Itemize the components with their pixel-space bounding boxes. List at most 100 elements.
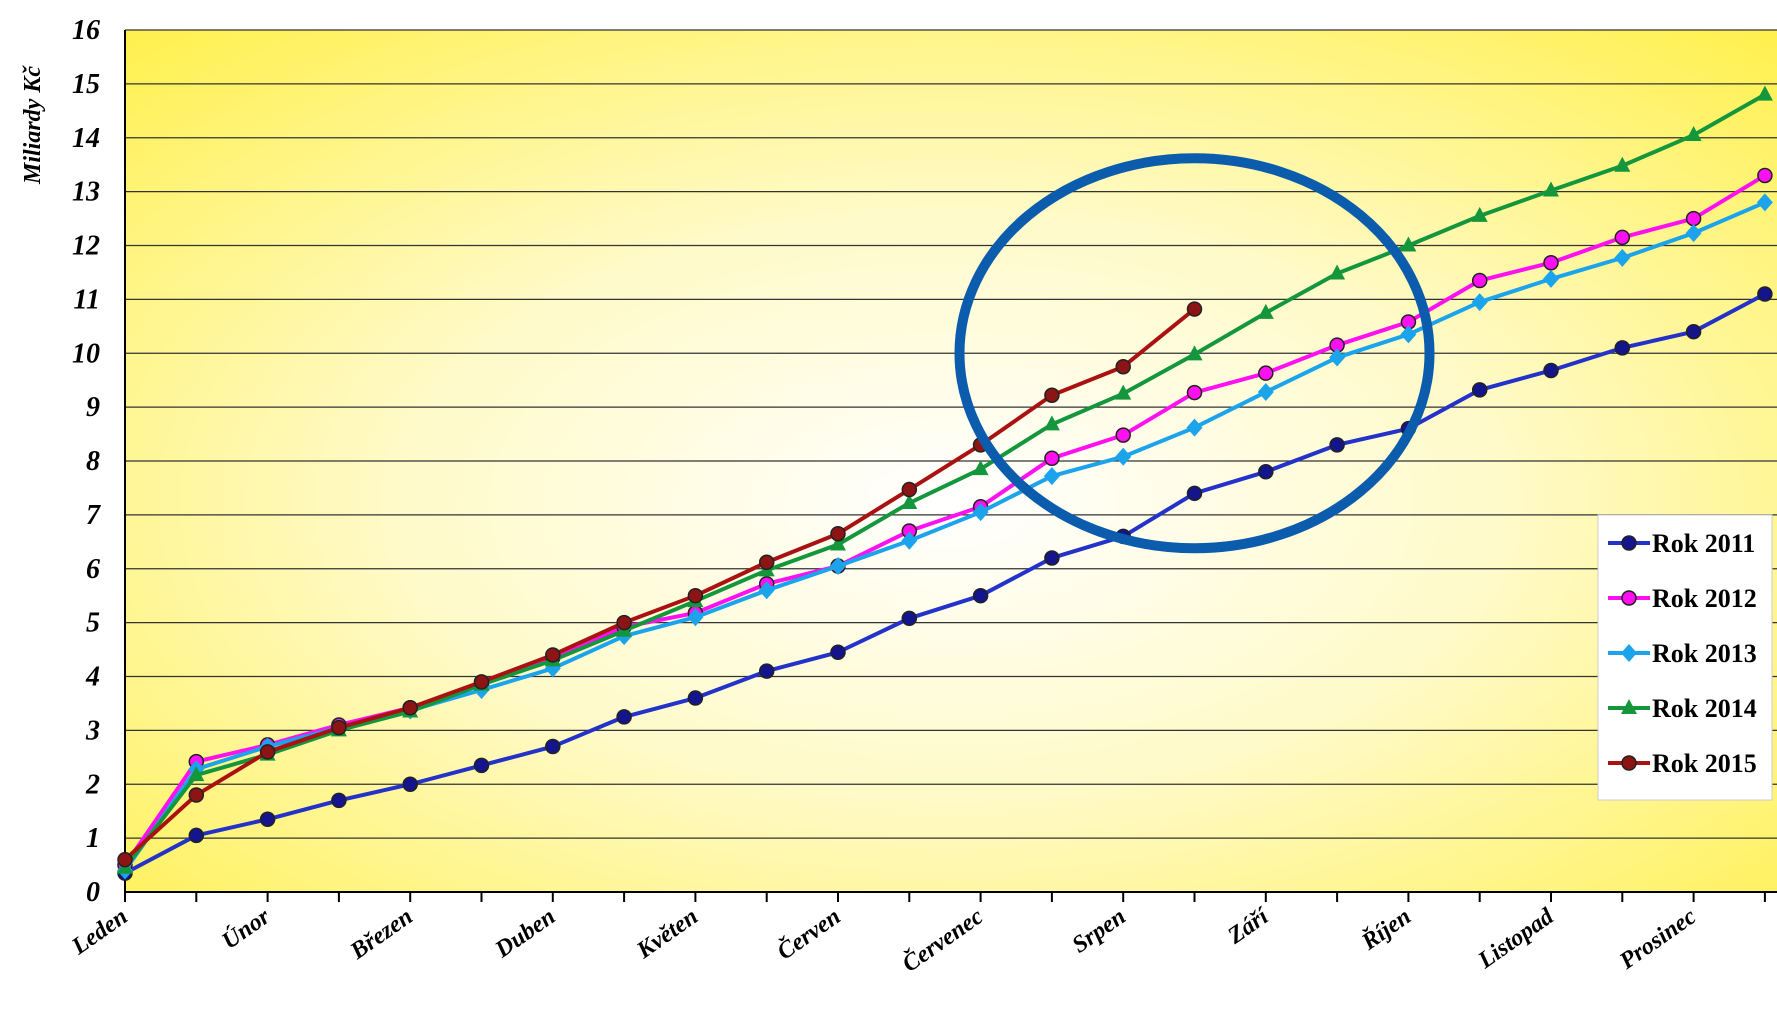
y-tick-label-8: 8 bbox=[86, 446, 100, 477]
series-1-point-21 bbox=[1614, 229, 1631, 246]
series-0-point-7 bbox=[616, 709, 632, 725]
series-2-point-12 bbox=[972, 503, 989, 522]
series-2-point-14 bbox=[1115, 447, 1132, 466]
series-0-point-15 bbox=[1186, 485, 1203, 502]
series-3-point-1 bbox=[188, 766, 205, 782]
series-0-point-3 bbox=[331, 792, 347, 809]
series-3-point-14 bbox=[1115, 384, 1132, 400]
series-line-4 bbox=[123, 307, 1196, 862]
legend-label-1: Rok 2012 bbox=[1652, 584, 1757, 613]
y-tick-label-13: 13 bbox=[72, 177, 100, 208]
x-tick-label-8: Září bbox=[1223, 902, 1276, 950]
series-0 bbox=[117, 286, 1773, 881]
series-2-point-17 bbox=[1329, 348, 1346, 367]
x-tick-label-5: Červen bbox=[772, 903, 845, 966]
series-0-point-23 bbox=[1757, 286, 1773, 302]
series-4-point-3 bbox=[331, 719, 347, 736]
series-0-point-6 bbox=[545, 738, 561, 755]
series-0-point-2 bbox=[259, 811, 276, 828]
y-tick-label-4: 4 bbox=[85, 662, 100, 693]
series-3-point-11 bbox=[901, 494, 918, 510]
series-0-point-11 bbox=[901, 610, 918, 627]
series-2-point-10 bbox=[830, 557, 846, 576]
series-4-point-13 bbox=[1044, 387, 1060, 404]
series-3-point-12 bbox=[972, 460, 989, 476]
series-3-point-22 bbox=[1685, 126, 1702, 142]
y-tick-label-3: 3 bbox=[85, 715, 100, 746]
series-3-point-16 bbox=[1257, 303, 1274, 319]
series-1-point-22 bbox=[1685, 210, 1702, 227]
series-1-point-23 bbox=[1757, 167, 1773, 184]
y-tick-label-10: 10 bbox=[72, 338, 100, 369]
x-tick-label-11: Prosinec bbox=[1614, 903, 1701, 975]
x-tick-label-0: Leden bbox=[66, 904, 132, 961]
series-3-point-17 bbox=[1329, 264, 1346, 280]
series-0-point-9 bbox=[758, 663, 775, 679]
series-3-point-19 bbox=[1471, 206, 1488, 222]
series-0-point-1 bbox=[188, 827, 205, 844]
series-4-point-11 bbox=[901, 481, 918, 498]
series-4-point-2 bbox=[259, 744, 276, 760]
legend-label-2: Rok 2013 bbox=[1652, 639, 1757, 668]
x-tick-label-1: Únor bbox=[218, 903, 276, 955]
series-0-point-10 bbox=[830, 644, 846, 661]
series-4-point-5 bbox=[473, 674, 490, 690]
series-3-point-18 bbox=[1400, 236, 1417, 252]
y-tick-label-12: 12 bbox=[72, 231, 100, 262]
legend: Rok 2011 Rok 2012 Rok 2013 Rok 2014 Rok 2015 bbox=[1597, 514, 1773, 801]
legend-label-3: Rok 2014 bbox=[1652, 694, 1757, 723]
series-1-point-13 bbox=[1044, 450, 1060, 467]
x-tick-label-2: Březen bbox=[345, 904, 418, 966]
series-0-point-4 bbox=[402, 776, 418, 792]
x-tick-label-9: Říjen bbox=[1356, 903, 1416, 956]
series-line-0 bbox=[124, 292, 1766, 875]
series-3-point-23 bbox=[1756, 85, 1773, 101]
series-lines bbox=[117, 85, 1773, 881]
series-4-point-0 bbox=[117, 851, 133, 868]
y-tick-label-2: 2 bbox=[85, 769, 100, 800]
x-tick-label-4: Květen bbox=[631, 904, 702, 965]
y-tick-label-15: 15 bbox=[72, 69, 100, 100]
series-0-point-19 bbox=[1471, 382, 1488, 398]
highlight-ellipse bbox=[954, 153, 1435, 554]
gridlines bbox=[125, 29, 1777, 839]
series-1-point-16 bbox=[1258, 365, 1274, 381]
series-0-point-21 bbox=[1614, 340, 1631, 356]
series-2-point-22 bbox=[1685, 224, 1702, 243]
series-0-point-5 bbox=[473, 757, 490, 774]
y-tick-label-5: 5 bbox=[86, 608, 100, 639]
series-2-point-21 bbox=[1614, 248, 1631, 267]
y-tick-label-11: 11 bbox=[74, 284, 100, 315]
legend-label-4: Rok 2015 bbox=[1652, 749, 1757, 778]
x-tick-label-10: Listopad bbox=[1473, 903, 1559, 974]
series-4-point-10 bbox=[830, 525, 846, 542]
series-0-point-12 bbox=[972, 587, 989, 604]
series-0-point-20 bbox=[1543, 362, 1559, 379]
legend-marker-1 bbox=[1621, 590, 1637, 606]
x-tick-label-3: Duben bbox=[490, 904, 560, 964]
legend-label-0: Rok 2011 bbox=[1652, 529, 1755, 558]
series-2-point-11 bbox=[901, 531, 918, 550]
y-axis-title: Miliardy Kč bbox=[20, 65, 46, 185]
y-tick-label-16: 16 bbox=[72, 15, 100, 46]
highlight-ellipse-group bbox=[954, 153, 1435, 554]
y-tick-label-7: 7 bbox=[86, 500, 101, 531]
series-1-point-20 bbox=[1543, 254, 1559, 271]
series-0-point-16 bbox=[1258, 464, 1274, 480]
series-3-point-15 bbox=[1186, 345, 1203, 361]
series-4-point-9 bbox=[758, 554, 775, 571]
series-2-point-9 bbox=[758, 581, 775, 600]
series-0-point-22 bbox=[1685, 323, 1702, 340]
legend-marker-0 bbox=[1621, 535, 1637, 551]
x-tick-label-7: Srpen bbox=[1068, 904, 1131, 959]
y-tick-label-0: 0 bbox=[86, 877, 100, 908]
series-0-point-13 bbox=[1044, 550, 1060, 566]
series-1-point-14 bbox=[1115, 427, 1131, 443]
series-4-point-14 bbox=[1115, 358, 1131, 375]
series-4-point-6 bbox=[545, 647, 561, 663]
series-4 bbox=[117, 301, 1203, 868]
series-4-point-8 bbox=[687, 587, 704, 604]
series-2-point-20 bbox=[1543, 269, 1559, 288]
x-tick-label-6: Červenec bbox=[897, 903, 988, 978]
